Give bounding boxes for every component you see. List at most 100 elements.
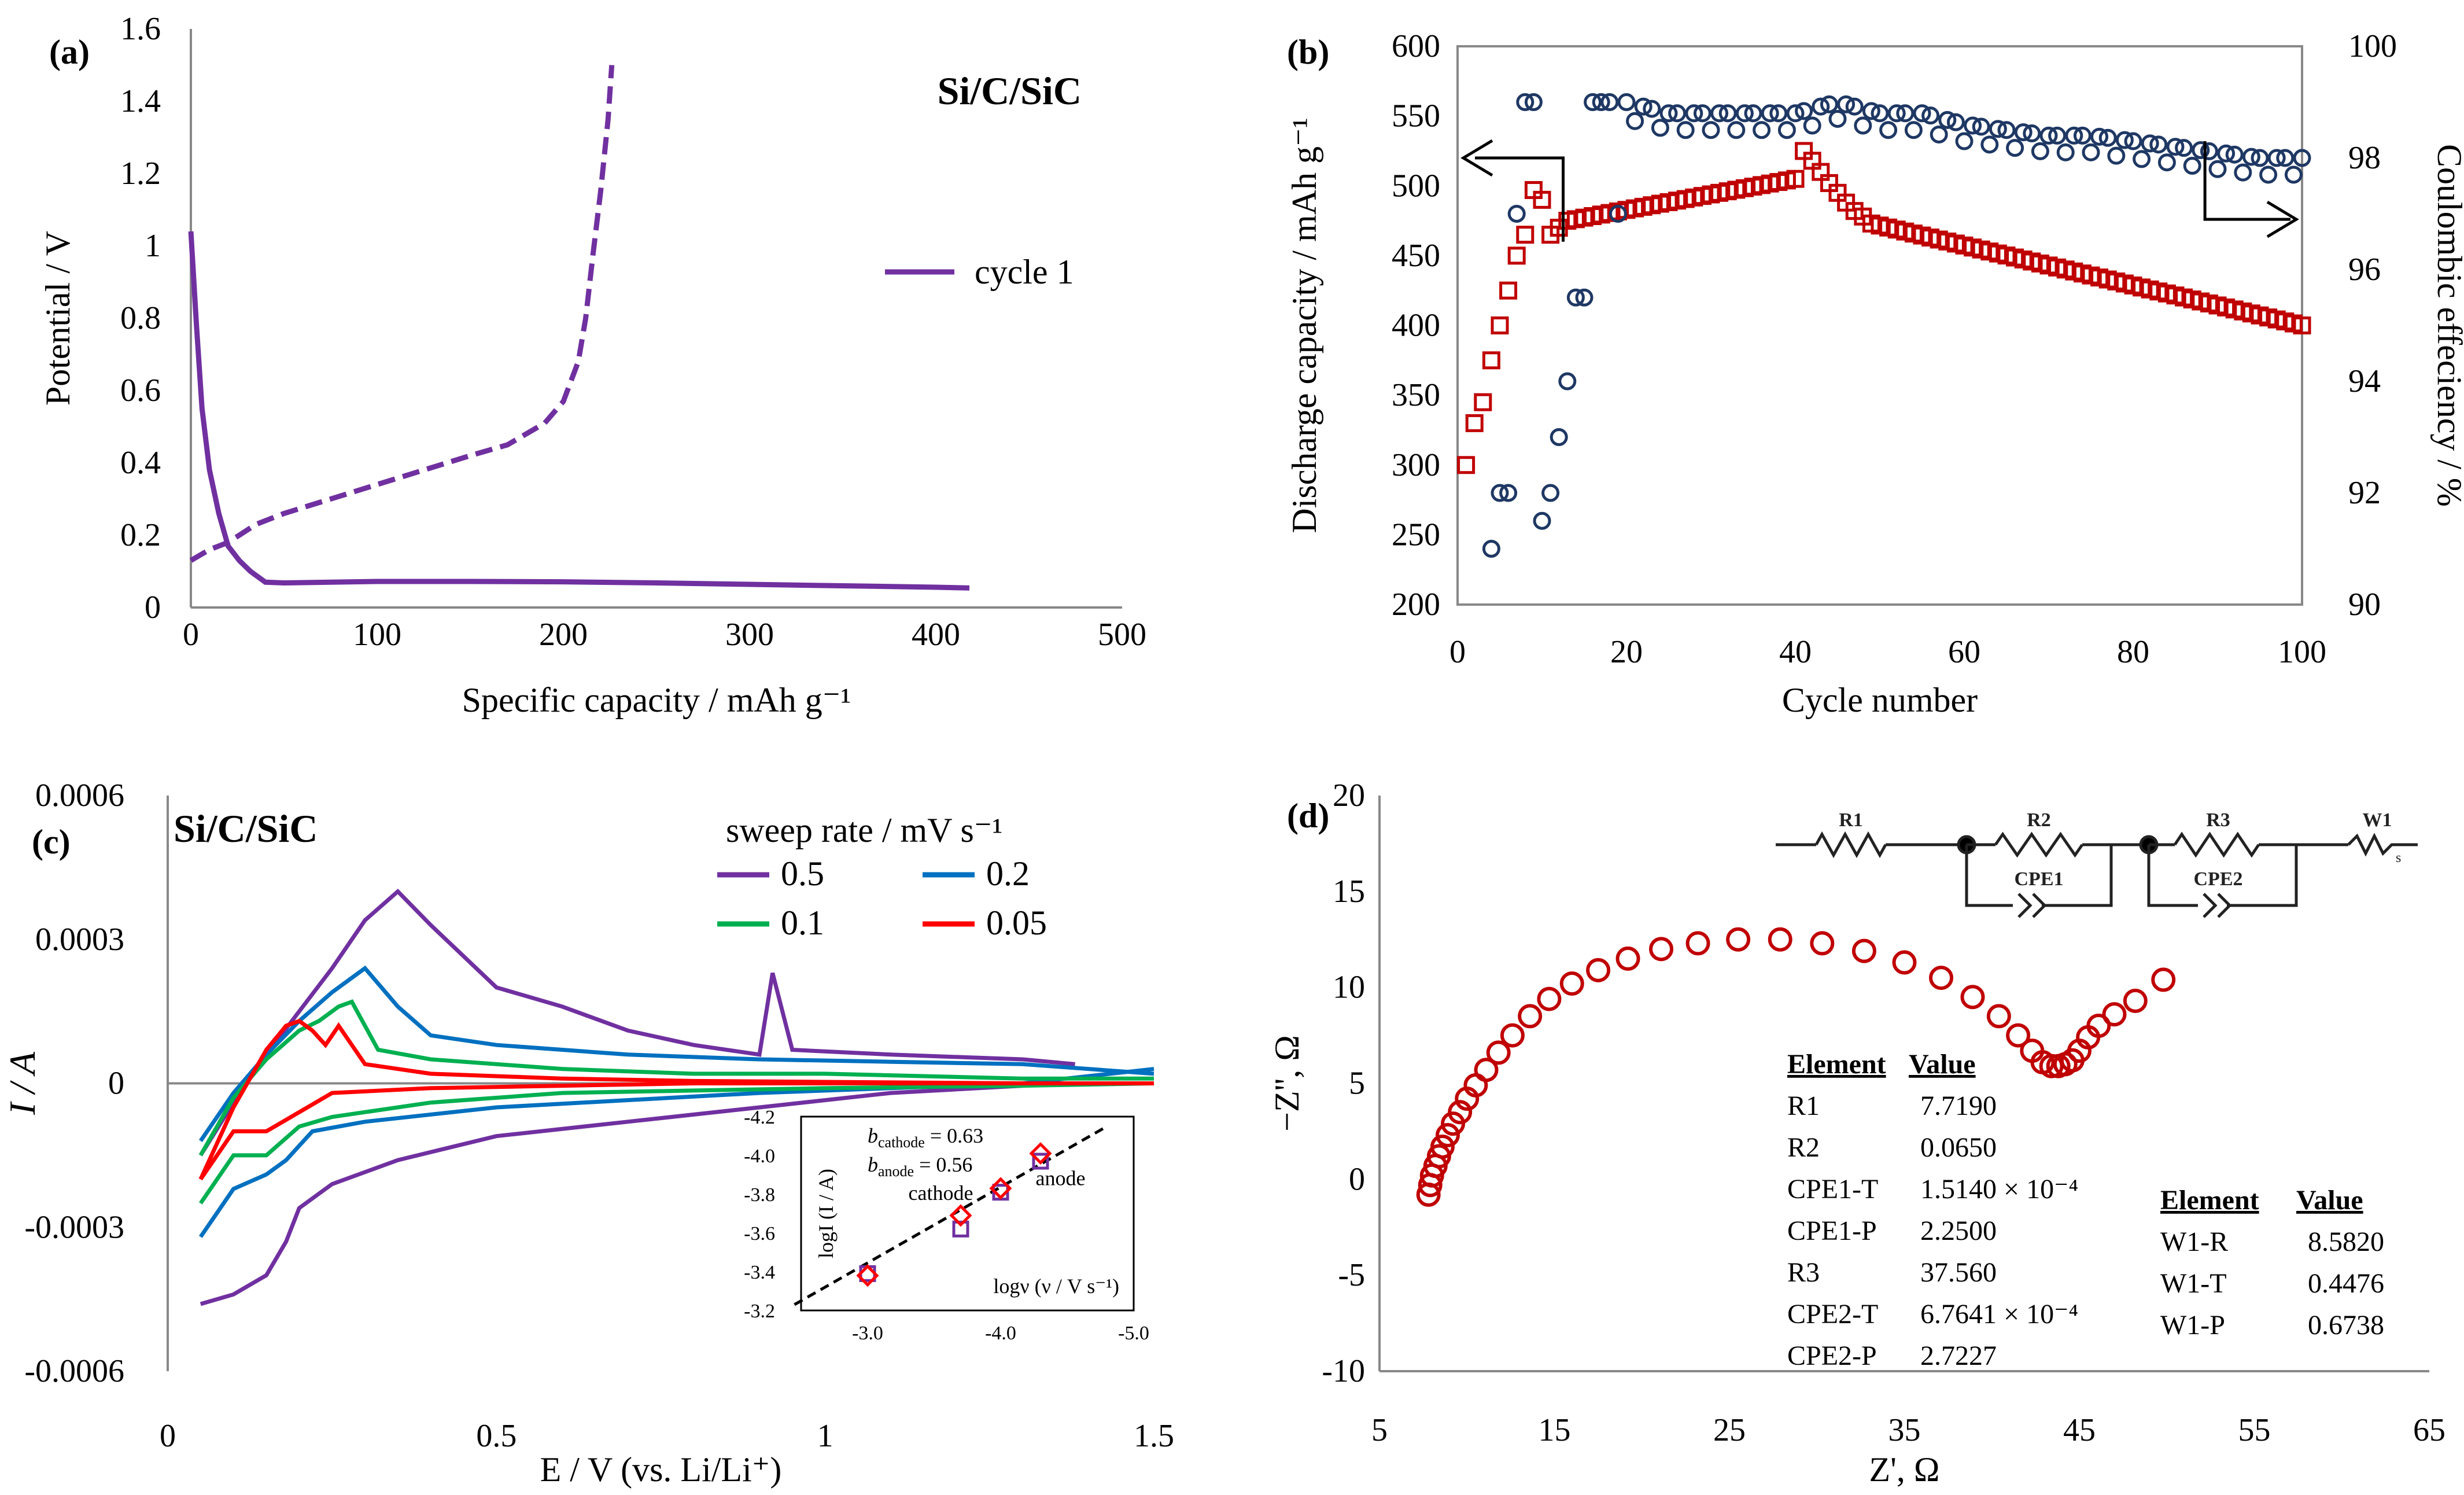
nyquist-point — [1929, 966, 1954, 990]
y-tick-label: 1.4 — [120, 83, 161, 119]
inset-y-tick: -3.6 — [744, 1223, 775, 1244]
y-tick-label: 1 — [145, 228, 161, 264]
table-cell: 37.560 — [1920, 1257, 1997, 1288]
ce-point — [2200, 142, 2218, 160]
ce-point — [1964, 116, 1982, 135]
ce-point — [1921, 106, 1940, 125]
ce-point — [2259, 165, 2278, 184]
equivalent-circuit — [1776, 831, 2418, 918]
ce-point — [2217, 144, 2236, 163]
x-tick-label: 300 — [725, 617, 774, 653]
ce-point — [1777, 121, 1796, 139]
ce-point — [1491, 484, 1509, 502]
ce-point — [2031, 142, 2049, 160]
table-cell: CPE2-P — [1787, 1341, 1877, 1371]
ce-point — [1828, 109, 1847, 128]
right-arrow — [2203, 141, 2290, 221]
y-tick-label: -10 — [1322, 1353, 1365, 1389]
capacity-point — [1482, 351, 1500, 370]
inset-anode-point — [952, 1220, 969, 1238]
ce-point — [1753, 121, 1771, 139]
panel-label: (a) — [49, 33, 90, 71]
ce-point — [2242, 148, 2260, 166]
table-cell: 2.7227 — [1920, 1341, 1997, 1371]
ce-point — [1972, 117, 1990, 136]
y-tick-label: 450 — [1392, 238, 1440, 274]
inset-cathode-label: cathode — [909, 1181, 973, 1205]
cpe2-symbol — [2203, 893, 2232, 918]
x-tick-label: 25 — [1713, 1412, 1746, 1448]
ce-point — [1541, 484, 1560, 502]
ce-point — [1938, 111, 1957, 129]
ce-point — [1795, 102, 1813, 120]
ce-point — [2115, 131, 2134, 149]
ce-point — [2276, 149, 2295, 167]
nyquist-point — [1500, 1023, 1525, 1048]
y-tick-label: 250 — [1392, 517, 1440, 553]
ce-point — [1735, 104, 1754, 123]
b-sub: cathode — [878, 1134, 925, 1151]
panel-label: (d) — [1287, 797, 1329, 835]
y-tick-label: 600 — [1392, 28, 1440, 64]
nyquist-point — [1486, 1040, 1511, 1065]
ce-point — [1710, 104, 1729, 123]
inset-y-tick: -4.0 — [744, 1146, 775, 1167]
y-tick-label: 5 — [1349, 1066, 1365, 1102]
nyquist-point — [1768, 927, 1792, 952]
table-cell: R2 — [1787, 1132, 1820, 1163]
ce-point — [1643, 100, 1661, 118]
ce-point — [1727, 121, 1746, 139]
ce-point — [1533, 511, 1551, 530]
ce-point — [2124, 132, 2142, 150]
nyquist-point — [1559, 971, 1584, 996]
y-tick-label: 1.2 — [120, 156, 161, 192]
x-tick-label: 100 — [2278, 634, 2326, 670]
circuit-label: s — [2396, 850, 2401, 866]
inset-cathode-point — [856, 1264, 879, 1287]
ce-point — [2157, 153, 2176, 172]
capacity-point — [1465, 414, 1484, 432]
inset-y-tick: -3.4 — [744, 1262, 775, 1283]
y-axis-label: I / A — [2, 1051, 43, 1115]
ce-point — [2192, 141, 2210, 159]
ce-point — [1617, 93, 1636, 111]
inset-x-tick: -5.0 — [1118, 1323, 1149, 1344]
ce-point — [1600, 93, 1619, 111]
table-cell: W1-R — [2160, 1227, 2228, 1257]
ce-point — [1693, 104, 1711, 123]
nyquist-point — [1986, 1004, 2011, 1029]
ce-point — [2039, 126, 2058, 145]
nyquist-point — [1960, 985, 1985, 1010]
y-tick-label: 400 — [1392, 308, 1440, 344]
nyquist-point — [2151, 967, 2176, 992]
series-discharge — [188, 231, 970, 591]
b-sub: anode — [878, 1163, 914, 1180]
y-tick-label: 0.0006 — [35, 778, 124, 813]
cv-lower-0.1 — [198, 1081, 1154, 1205]
y-tick-label: -0.0006 — [24, 1353, 124, 1389]
x-axis-label: Z', Ω — [1869, 1450, 1939, 1489]
ce-point — [1499, 484, 1518, 502]
table-cell: 1.5140 × 10⁻⁴ — [1920, 1174, 2078, 1205]
right-arrow-head — [2266, 201, 2299, 238]
capacity-point — [1507, 246, 1526, 265]
inset-cathode-point — [1029, 1142, 1052, 1165]
circuit-label: R3 — [2206, 809, 2230, 831]
capacity-point — [1516, 226, 1535, 244]
ce-point — [2208, 160, 2227, 178]
y-tick-label: 20 — [1333, 778, 1365, 813]
legend-label: cycle 1 — [975, 253, 1074, 291]
y-tick-label: 1.6 — [120, 11, 161, 47]
ce-point — [2065, 126, 2083, 145]
ce-point — [1879, 121, 1898, 139]
y-axis-label: Discharge capacity / mAh g⁻¹ — [1285, 117, 1323, 533]
y-tick-label: 0.6 — [120, 373, 161, 408]
table-cell: W1-T — [2160, 1268, 2227, 1299]
ce-point — [1584, 93, 1602, 111]
ce-point — [1507, 205, 1526, 223]
chart-title: Si/C/SiC — [174, 807, 318, 850]
y-tick-label: 0 — [145, 590, 161, 625]
ce-point — [2175, 139, 2193, 157]
ce-point — [1702, 121, 1720, 139]
